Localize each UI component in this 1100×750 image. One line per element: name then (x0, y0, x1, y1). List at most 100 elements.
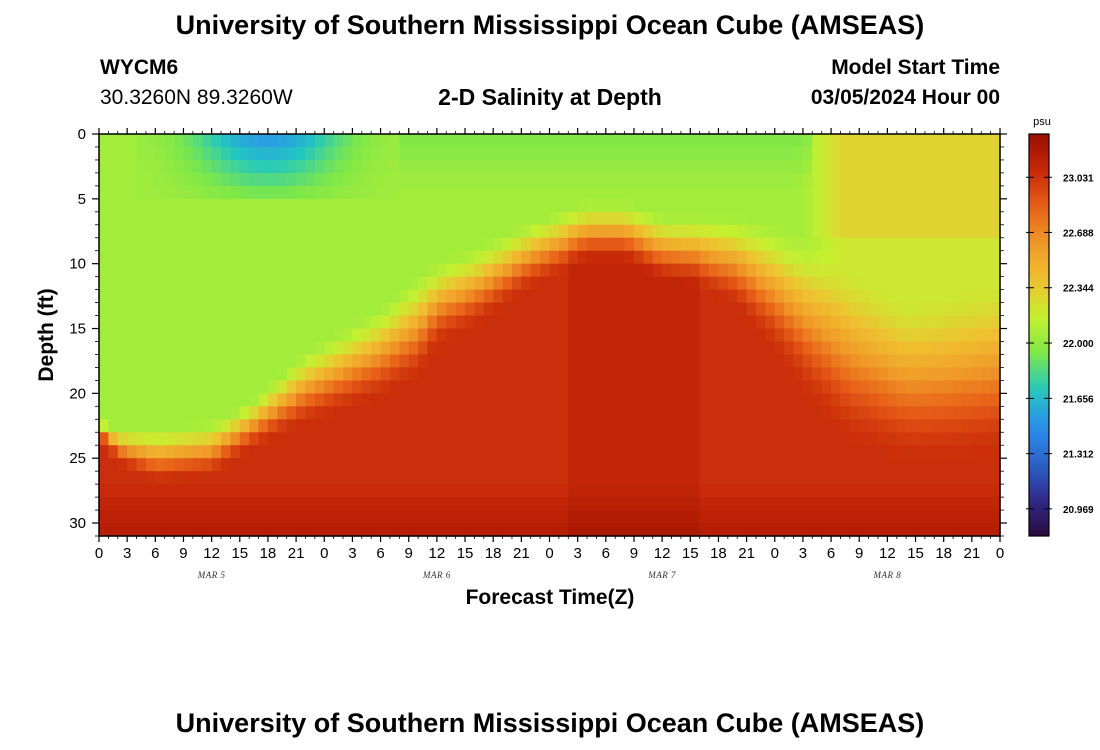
heatmap-cell (831, 523, 842, 537)
heatmap-cell (155, 354, 166, 369)
heatmap-cell (361, 341, 372, 356)
heatmap-cell (155, 289, 166, 304)
heatmap-cell (192, 419, 203, 433)
heatmap-cell (258, 432, 269, 446)
heatmap-cell (652, 523, 663, 537)
heatmap-cell (577, 471, 588, 485)
heatmap-cell (530, 276, 541, 291)
heatmap-cell (436, 393, 447, 407)
heatmap-cell (615, 354, 626, 369)
heatmap-cell (596, 458, 607, 472)
heatmap-cell (267, 172, 278, 187)
heatmap-cell (671, 172, 682, 187)
heatmap-cell (943, 484, 954, 498)
heatmap-cell (596, 237, 607, 252)
heatmap-cell (446, 445, 457, 459)
heatmap-cell (408, 484, 419, 498)
heatmap-cell (380, 341, 391, 356)
heatmap-cell (605, 185, 616, 200)
heatmap-cell (155, 510, 166, 524)
heatmap-cell (352, 172, 363, 187)
y-tick-label: 25 (69, 450, 86, 467)
heatmap-cell (465, 393, 476, 407)
heatmap-cell (99, 471, 109, 485)
heatmap-cell (718, 458, 729, 472)
heatmap-cell (990, 484, 1001, 498)
heatmap-cell (868, 380, 879, 394)
heatmap-cell (380, 172, 391, 187)
heatmap-cell (305, 432, 316, 446)
heatmap-cell (502, 497, 513, 511)
heatmap-cell (699, 315, 710, 330)
heatmap-cell (108, 328, 119, 343)
heatmap-cell (793, 159, 804, 174)
heatmap-cell (784, 510, 795, 524)
heatmap-cell (981, 302, 992, 317)
heatmap-cell (540, 445, 551, 459)
heatmap-cell (361, 471, 372, 485)
heatmap-cell (455, 237, 466, 252)
heatmap-cell (540, 419, 551, 433)
heatmap-cell (924, 328, 935, 343)
heatmap-cell (943, 367, 954, 381)
heatmap-cell (352, 159, 363, 174)
heatmap-cell (127, 224, 138, 239)
heatmap-cell (296, 510, 307, 524)
heatmap-cell (117, 289, 128, 304)
heatmap-cell (962, 159, 973, 174)
heatmap-cell (389, 263, 400, 278)
heatmap-cell (821, 315, 832, 330)
heatmap-cell (446, 393, 457, 407)
heatmap-cell (587, 380, 598, 394)
heatmap-cell (136, 484, 147, 498)
heatmap-cell (990, 328, 1001, 343)
heatmap-cell (418, 328, 429, 343)
heatmap-cell (221, 289, 231, 304)
heatmap-cell (868, 523, 879, 537)
heatmap-cell (652, 198, 663, 213)
heatmap-cell (774, 198, 785, 213)
heatmap-cell (887, 134, 898, 148)
x-tick-label: 12 (879, 545, 896, 562)
heatmap-cell (943, 302, 954, 317)
heatmap-cell (230, 419, 241, 433)
heatmap-cell (774, 510, 785, 524)
heatmap-cell (840, 380, 851, 394)
heatmap-cell (746, 134, 757, 148)
heatmap-cell (962, 211, 973, 226)
heatmap-cell (286, 276, 297, 291)
heatmap-cell (605, 510, 616, 524)
heatmap-cell (615, 237, 626, 252)
heatmap-cell (577, 276, 588, 291)
heatmap-cell (680, 354, 691, 369)
heatmap-cell (230, 315, 241, 330)
heatmap-cell (258, 237, 269, 252)
heatmap-cell (389, 211, 400, 226)
heatmap-cell (643, 211, 654, 226)
heatmap-cell (239, 250, 250, 265)
heatmap-cell (136, 172, 147, 187)
heatmap-cell (605, 302, 616, 317)
heatmap-cell (774, 341, 785, 356)
heatmap-cell (239, 198, 250, 213)
heatmap-cell (380, 185, 391, 200)
heatmap-cell (605, 367, 616, 381)
heatmap-cell (127, 159, 138, 174)
heatmap-cell (727, 172, 738, 187)
heatmap-cell (230, 458, 241, 472)
heatmap-cell (896, 471, 907, 485)
heatmap-cell (99, 159, 109, 174)
heatmap-cell (587, 393, 598, 407)
heatmap-cell (493, 510, 504, 524)
heatmap-cell (99, 134, 109, 148)
heatmap-cell (605, 276, 616, 291)
heatmap-cell (446, 276, 457, 291)
heatmap-cell (352, 198, 363, 213)
heatmap-cell (361, 458, 372, 472)
heatmap-cell (258, 224, 269, 239)
heatmap-cell (877, 211, 888, 226)
heatmap-cell (906, 263, 917, 278)
heatmap-cell (493, 289, 504, 304)
heatmap-cell (343, 250, 354, 265)
heatmap-cell (746, 367, 757, 381)
